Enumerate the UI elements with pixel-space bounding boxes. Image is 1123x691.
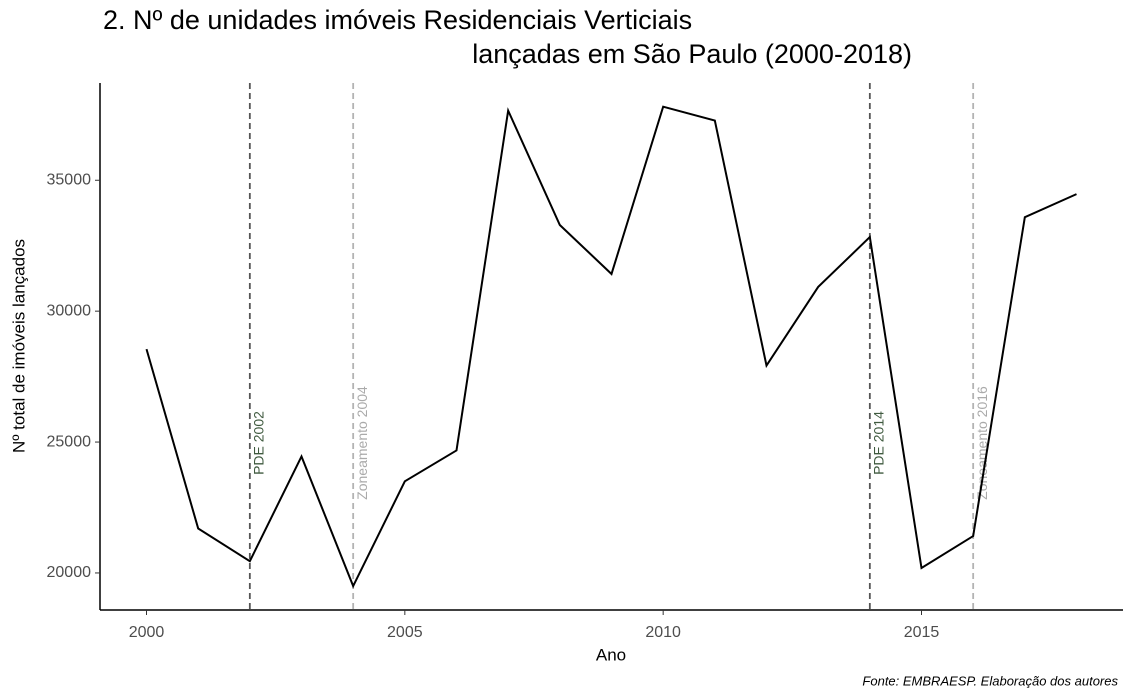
chart-title: lançadas em São Paulo (2000-2018) [472, 39, 912, 69]
y-tick-label: 25000 [47, 433, 92, 450]
y-tick-label: 30000 [47, 302, 92, 319]
caption: Fonte: EMBRAESP. Elaboração dos autores [862, 673, 1118, 688]
reference-label: Zoneamento 2016 [974, 386, 990, 500]
y-tick-label: 35000 [47, 171, 92, 188]
x-tick-label: 2015 [904, 624, 940, 641]
y-tick-label: 20000 [47, 564, 92, 581]
x-tick-label: 2010 [645, 624, 681, 641]
reference-label: PDE 2002 [251, 411, 267, 475]
reference-label: PDE 2014 [871, 411, 887, 475]
x-axis-label: Ano [596, 645, 626, 664]
x-tick-label: 2000 [129, 624, 165, 641]
x-tick-label: 2005 [387, 624, 423, 641]
data-line [145, 105, 1077, 589]
reference-label: Zoneamento 2004 [354, 386, 370, 500]
y-axis-label: Nº total de imóveis lançados [9, 239, 28, 453]
chart-title: 2. Nº de unidades imóveis Residenciais V… [103, 5, 692, 35]
